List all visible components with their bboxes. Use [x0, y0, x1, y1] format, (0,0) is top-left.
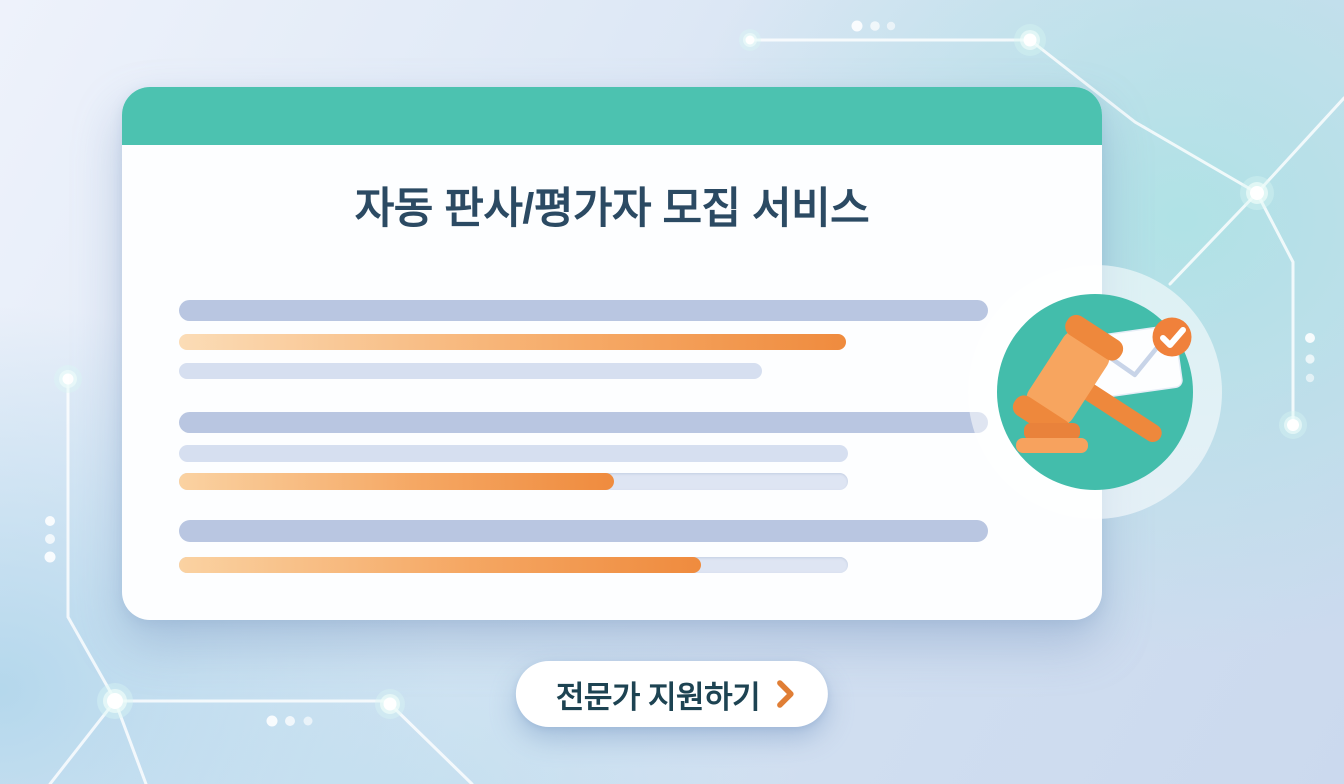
- network-line: [113, 699, 148, 784]
- network-line: [1255, 96, 1344, 195]
- skeleton-line-progress: [179, 557, 848, 573]
- chevron-right-icon: [777, 680, 794, 708]
- network-node: [739, 29, 761, 51]
- network-line: [1028, 38, 1259, 195]
- skeleton-line-solid-light: [179, 363, 762, 379]
- network-node: [1240, 176, 1274, 210]
- check-badge-icon: [1152, 317, 1192, 357]
- skeleton-line-accent-gradient: [179, 334, 846, 350]
- skeleton-line-solid-dark: [179, 520, 988, 542]
- progress-fill: [179, 557, 701, 573]
- icon-outer-ring: [968, 265, 1222, 519]
- card-header-bar: [122, 87, 1102, 145]
- service-card: 자동 판사/평가자 모집 서비스: [122, 87, 1102, 620]
- network-node: [375, 689, 405, 719]
- dot-decoration: [44, 20, 1315, 727]
- network-node: [1014, 24, 1046, 56]
- service-title: 자동 판사/평가자 모집 서비스: [354, 185, 870, 233]
- skeleton-line-progress: [179, 473, 848, 490]
- gavel-base: [1016, 423, 1088, 453]
- network-line: [1168, 191, 1259, 286]
- network-node: [97, 683, 133, 719]
- skeleton-line-solid-dark: [179, 412, 988, 433]
- progress-fill: [179, 473, 614, 490]
- network-line: [1255, 191, 1295, 427]
- network-line: [66, 377, 117, 702]
- network-line: [48, 699, 117, 784]
- network-line: [388, 702, 474, 784]
- network-node: [1279, 411, 1307, 439]
- gavel-icon: [1012, 314, 1162, 453]
- apply-expert-button[interactable]: 전문가 지원하기: [515, 661, 829, 727]
- network-node: [54, 365, 82, 393]
- skeleton-line-solid-dark: [179, 300, 988, 321]
- skeleton-text-lines: [122, 87, 1102, 620]
- apply-expert-label: 전문가 지원하기: [555, 679, 761, 715]
- gavel-mail-illustration: [968, 265, 1222, 519]
- skeleton-line-solid-light: [179, 445, 848, 462]
